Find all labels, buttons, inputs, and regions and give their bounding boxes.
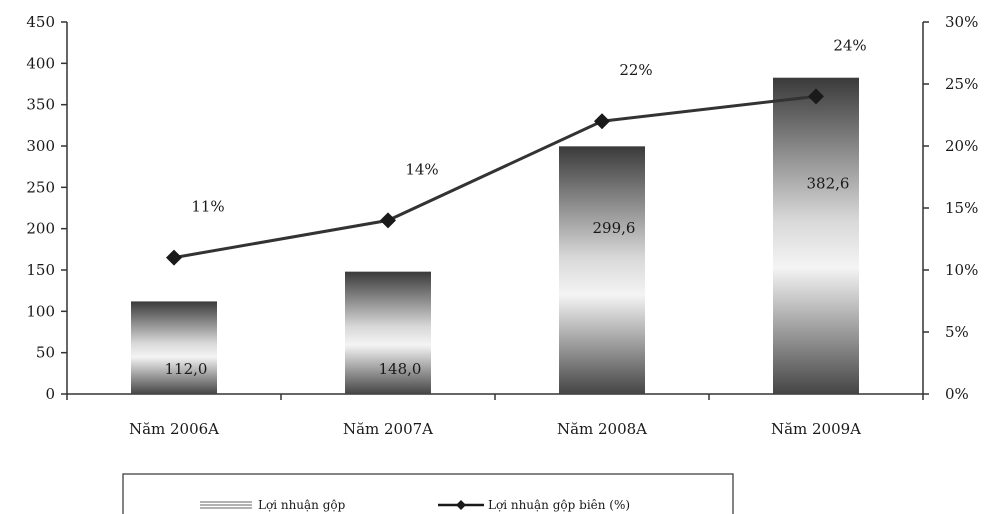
- legend: Lợi nhuận gộp Lợi nhuận gộp biên (%): [122, 473, 734, 514]
- right-axis-tick-label: 30%: [945, 13, 978, 31]
- margin-point-marker: [166, 249, 182, 266]
- margin-value-label: 11%: [191, 198, 224, 216]
- margin-series-line: [173, 94, 817, 260]
- bar: [345, 271, 431, 394]
- left-axis-tick-label: 100: [26, 302, 55, 320]
- bar: [773, 77, 859, 394]
- bar-value-label: 382,6: [807, 174, 850, 192]
- margin-value-label: 14%: [405, 160, 438, 178]
- left-axis-tick-label: 350: [26, 96, 55, 114]
- right-axis-tick-label: 25%: [945, 75, 978, 93]
- left-axis-tick-label: 250: [26, 178, 55, 196]
- bars: [131, 77, 859, 394]
- bar-value-label: 299,6: [593, 219, 636, 237]
- left-axis-tick-label: 150: [26, 261, 55, 279]
- x-axis-category-label: Năm 2009A: [771, 420, 861, 438]
- right-axis-tick-label: 0%: [945, 385, 969, 403]
- legend-line-marker: [456, 500, 466, 510]
- right-axis-tick-label: 5%: [945, 323, 969, 341]
- margin-value-label: 24%: [833, 36, 866, 54]
- margin-line: [166, 88, 824, 266]
- bar: [559, 146, 645, 394]
- left-axis-tick-label: 450: [26, 13, 55, 31]
- left-axis-tick-label: 400: [26, 54, 55, 72]
- right-axis-tick-label: 10%: [945, 261, 978, 279]
- x-axis-category-label: Năm 2008A: [557, 420, 647, 438]
- x-axis-category-label: Năm 2007A: [343, 420, 433, 438]
- margin-value-label: 22%: [619, 61, 652, 79]
- bar-value-label: 148,0: [379, 360, 422, 378]
- left-axis-tick-label: 50: [36, 344, 55, 362]
- margin-point-marker: [380, 212, 396, 229]
- margin-point-marker: [808, 88, 824, 105]
- data-labels: 112,0 148,0 299,6 382,6 11% 14% 22% 24%: [165, 36, 867, 378]
- left-axis-tick-label: 0: [45, 385, 55, 403]
- legend-box: [122, 473, 734, 514]
- bar-value-label: 112,0: [165, 360, 208, 378]
- right-axis-tick-label: 20%: [945, 137, 978, 155]
- margin-point-marker: [594, 113, 610, 130]
- left-axis-tick-label: 200: [26, 220, 55, 238]
- bar: [131, 301, 217, 394]
- legend-line-label: Lợi nhuận gộp biên (%): [488, 498, 630, 512]
- right-axis-tick-label: 15%: [945, 199, 978, 217]
- x-axis-category-label: Năm 2006A: [129, 420, 219, 438]
- left-axis-tick-label: 300: [26, 137, 55, 155]
- legend-bar-label: Lợi nhuận gộp: [258, 498, 346, 512]
